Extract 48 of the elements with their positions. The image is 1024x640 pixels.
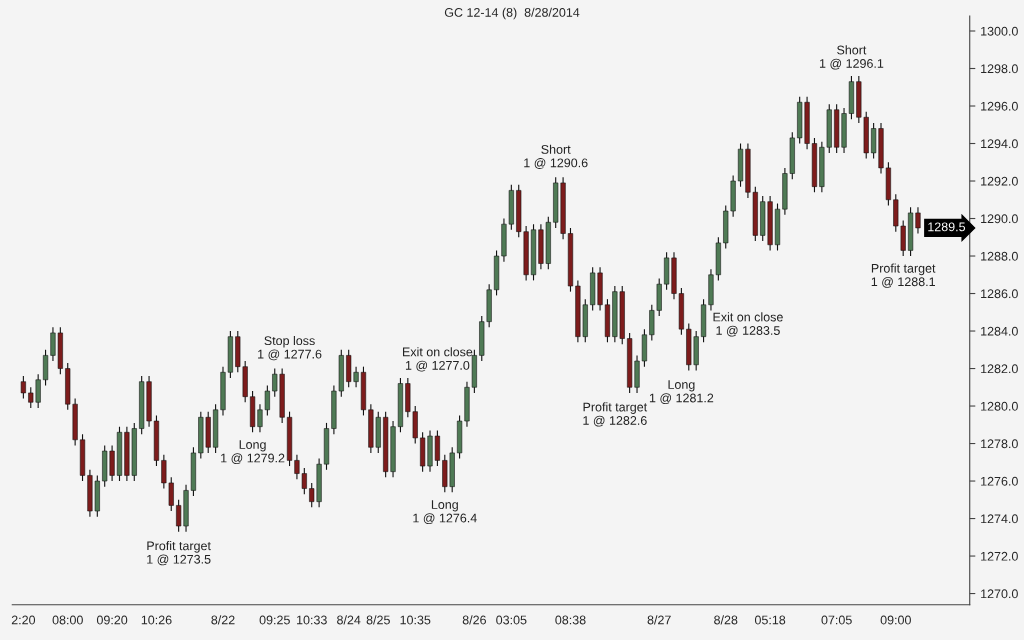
x-tick-label: 09:00: [880, 615, 911, 625]
x-tick-label: 8/25: [366, 615, 390, 625]
candlestick: [20, 375, 26, 400]
y-tick-label: 1280.0: [981, 401, 1018, 411]
annotation: Short 1 @ 1290.6: [524, 144, 588, 169]
y-tick-label: 1292.0: [981, 176, 1018, 186]
y-tick-label: 1282.0: [981, 364, 1018, 374]
y-tick-label: 1298.0: [981, 64, 1018, 74]
annotation: Exit on close 1 @ 1283.5: [713, 312, 783, 337]
annotation: Profit target 1 @ 1282.6: [583, 402, 648, 427]
x-tick-label: 8/22: [211, 615, 235, 625]
y-tick-label: 1278.0: [981, 439, 1018, 449]
annotation: Stop loss 1 @ 1277.6: [258, 335, 322, 361]
text: 1289.5: [928, 222, 966, 232]
annotation: Long 1 @ 1279.2: [221, 440, 285, 465]
x-tick-label: 08:00: [52, 615, 83, 625]
chart-title: GC 12-14 (8) 8/28/2014: [444, 7, 580, 20]
y-tick-label: 1300.0: [981, 26, 1018, 36]
annotation: Profit target 1 @ 1273.5: [147, 541, 211, 566]
y-tick-label: 1286.0: [981, 289, 1018, 299]
x-tick-label: 8/28: [714, 615, 738, 625]
x-tick-label: 8/26: [462, 615, 486, 625]
x-tick-label: 07:05: [821, 615, 852, 625]
annotation: Short 1 @ 1296.1: [819, 45, 884, 70]
annotation: Exit on close 1 @ 1277.0: [403, 347, 473, 372]
x-tick-label: 03:05: [496, 615, 527, 625]
x-tick-label: 08:38: [555, 615, 586, 625]
x-tick-label: 05:18: [754, 615, 786, 625]
x-tick-label: 10:35: [400, 615, 431, 625]
y-tick-label: 1290.0: [981, 214, 1018, 224]
y-tick-label: 1270.0: [981, 589, 1018, 599]
x-tick-label: 09:20: [96, 615, 128, 625]
y-tick-label: 1284.0: [981, 326, 1018, 336]
x-tick-label: 8/24: [337, 615, 361, 625]
x-tick-label: 10:33: [297, 615, 327, 625]
x-tick-label: 10:26: [141, 615, 172, 625]
annotation: Profit target 1 @ 1288.1: [871, 263, 936, 288]
x-tick-label: 8/27: [647, 615, 671, 625]
y-tick-label: 1276.0: [981, 476, 1018, 486]
y-tick-label: 1272.0: [981, 551, 1018, 561]
x-tick-label: 2:20: [11, 615, 36, 625]
annotation: Long 1 @ 1281.2: [649, 380, 714, 405]
annotation: Long 1 @ 1276.4: [413, 500, 477, 525]
y-tick-label: 1294.0: [981, 139, 1018, 149]
y-tick-label: 1274.0: [981, 514, 1018, 524]
y-tick-label: 1288.0: [981, 251, 1018, 261]
x-tick-label: 09:25: [259, 615, 290, 625]
y-tick-label: 1296.0: [981, 101, 1018, 111]
